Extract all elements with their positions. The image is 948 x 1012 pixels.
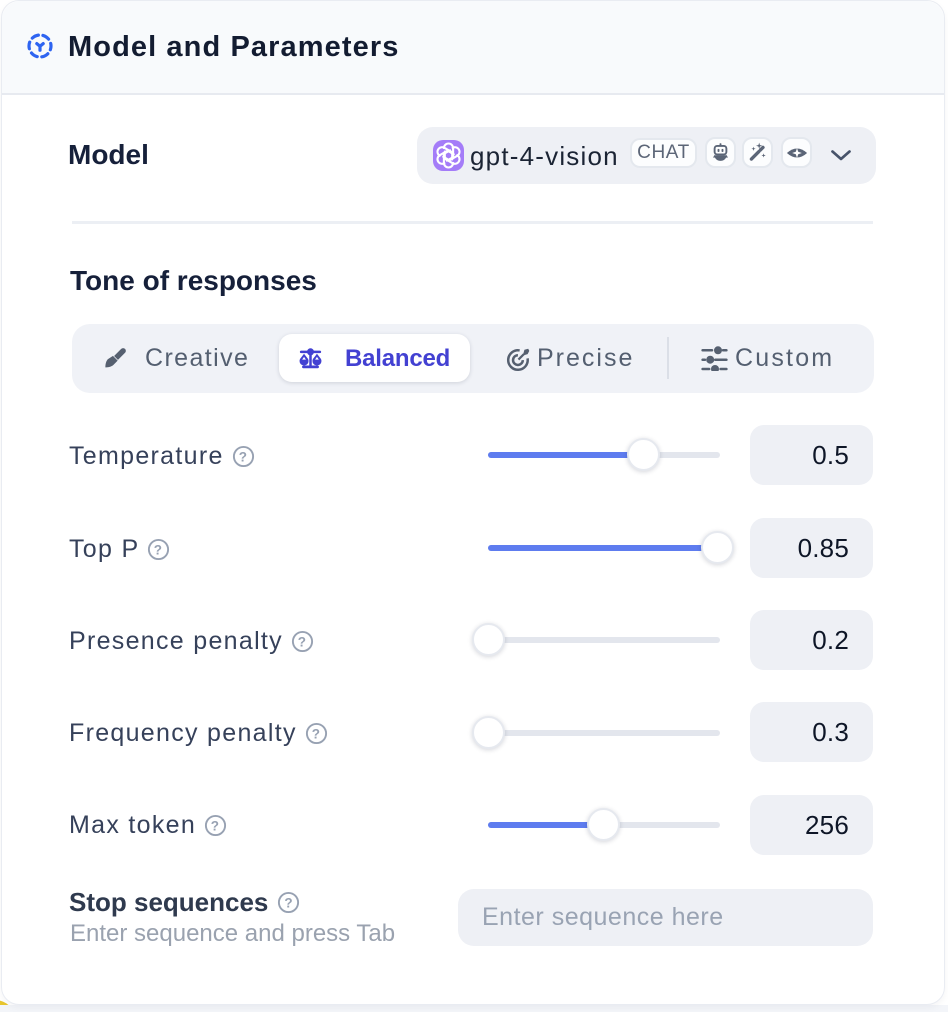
svg-text:?: ?: [211, 818, 221, 833]
svg-text:?: ?: [285, 895, 293, 910]
svg-text:?: ?: [312, 726, 322, 741]
svg-text:?: ?: [154, 542, 164, 557]
svg-text:?: ?: [238, 449, 248, 464]
svg-text:?: ?: [298, 634, 308, 649]
